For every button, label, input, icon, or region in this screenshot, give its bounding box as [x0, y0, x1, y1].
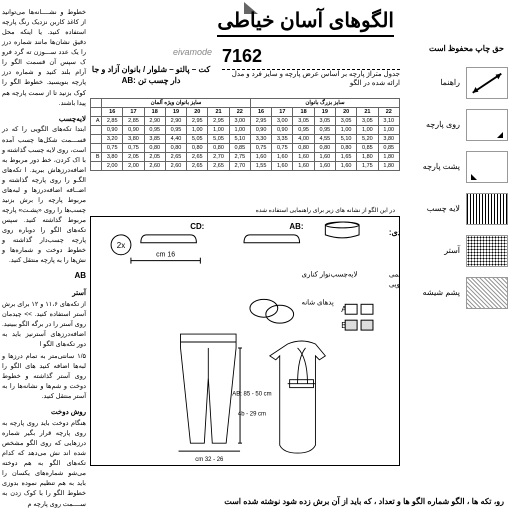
page-title: الگوهای آسان خیاطی [217, 8, 394, 37]
legend-label: راهنما [440, 78, 460, 88]
suggest-label: پارچه پیشنهادی: [389, 228, 399, 238]
instr-p1: خطوط و نشــــانه‌ها می‌توانید از کاغذ کا… [2, 8, 86, 109]
swatch-face [466, 109, 508, 141]
legend-label: پشم شیشه [423, 288, 460, 298]
instr-p3: از تکه‌های ۱۱،۶ و ۱۲ برای برش آستر استفا… [2, 300, 86, 350]
svg-text:AB: 85 - 50 cm: AB: 85 - 50 cm [232, 392, 271, 398]
ab-swatches: A B [341, 304, 373, 330]
sec-lining: آستر [2, 289, 86, 300]
swatch-guide [466, 67, 508, 99]
instr-p4: ۱/۵ سانتی‌متر به تمام درزها و لبه‌ها اضا… [2, 352, 86, 402]
instr-p2: ابتدا تکه‌های الگویی را که در قســـمت شک… [2, 125, 86, 266]
diagram-note: در این الگو از نشانه های زیر برای راهنما… [256, 207, 395, 214]
legend-label: لایه چسب [427, 204, 460, 214]
rights-text: حق چاپ محفوظ است [406, 44, 508, 53]
svg-text:لایه‌چسب‌نوار کناری: لایه‌چسب‌نوار کناری [302, 271, 358, 279]
svg-text:26 - 32 cm: 26 - 32 cm [195, 457, 224, 463]
size-table: سایز بانوان ویژه آلمانسایز بزرگ بانوان16… [90, 98, 400, 171]
legend-label: پشت پارچه [423, 162, 460, 172]
legend-back: پشت پارچه [406, 151, 508, 183]
instructions-column: خطوط و نشــــانه‌ها می‌توانید از کاغذ کا… [0, 8, 86, 512]
legend-lining: آستر [406, 235, 508, 267]
swatch-lining [466, 235, 508, 267]
layout-diagram: در این الگو از نشانه های زیر برای راهنما… [90, 216, 400, 466]
legend-guide: راهنما [406, 67, 508, 99]
trousers-icon [181, 334, 237, 443]
brand-text: eivamode [173, 47, 212, 57]
swatch-wool [466, 277, 508, 309]
garment-description: کت – پالتو – شلوار / بانوان آزاد و جا دا… [86, 64, 216, 86]
swatch-interf [466, 193, 508, 225]
svg-text:4b - 29 cm: 4b - 29 cm [238, 411, 266, 417]
ab-heading: AB [2, 270, 86, 282]
svg-text:2x: 2x [117, 241, 125, 250]
sec-interfacing: لایه‌چسب [2, 115, 86, 126]
legend-face: روی پارچه [406, 109, 508, 141]
coat-icon [270, 341, 326, 453]
wool-label: پارچه‌های پشمی [389, 271, 399, 279]
svg-text::CD: :CD [190, 222, 204, 231]
sec-sewing: روش دوخت [2, 408, 86, 419]
swatch-back [466, 151, 508, 183]
svg-text:16 cm: 16 cm [156, 252, 175, 259]
legend-label: روی پارچه [426, 120, 460, 130]
legend-wool: پشم شیشه [406, 277, 508, 309]
svg-text:پالتویی: پالتویی [389, 280, 399, 288]
svg-text::AB: :AB [289, 222, 303, 231]
footer-note: رو، تکه ها ، الگو شماره الگو ها و تعداد … [90, 497, 504, 506]
instr-p5: هنگام دوخت باید روی پارچه به روی پارچه ق… [2, 419, 86, 510]
pattern-number: 7162 [222, 46, 400, 70]
legend-column: حق چاپ محفوظ است راهنما روی پارچه پشت پارچ… [406, 44, 508, 319]
legend-interf: لایه چسب [406, 193, 508, 225]
legend-label: آستر [444, 246, 460, 256]
table-description: جدول متراژ پارچه بر اساس عرض پارچه و سای… [222, 70, 400, 88]
svg-text:پدهای شانه: پدهای شانه [302, 298, 334, 306]
